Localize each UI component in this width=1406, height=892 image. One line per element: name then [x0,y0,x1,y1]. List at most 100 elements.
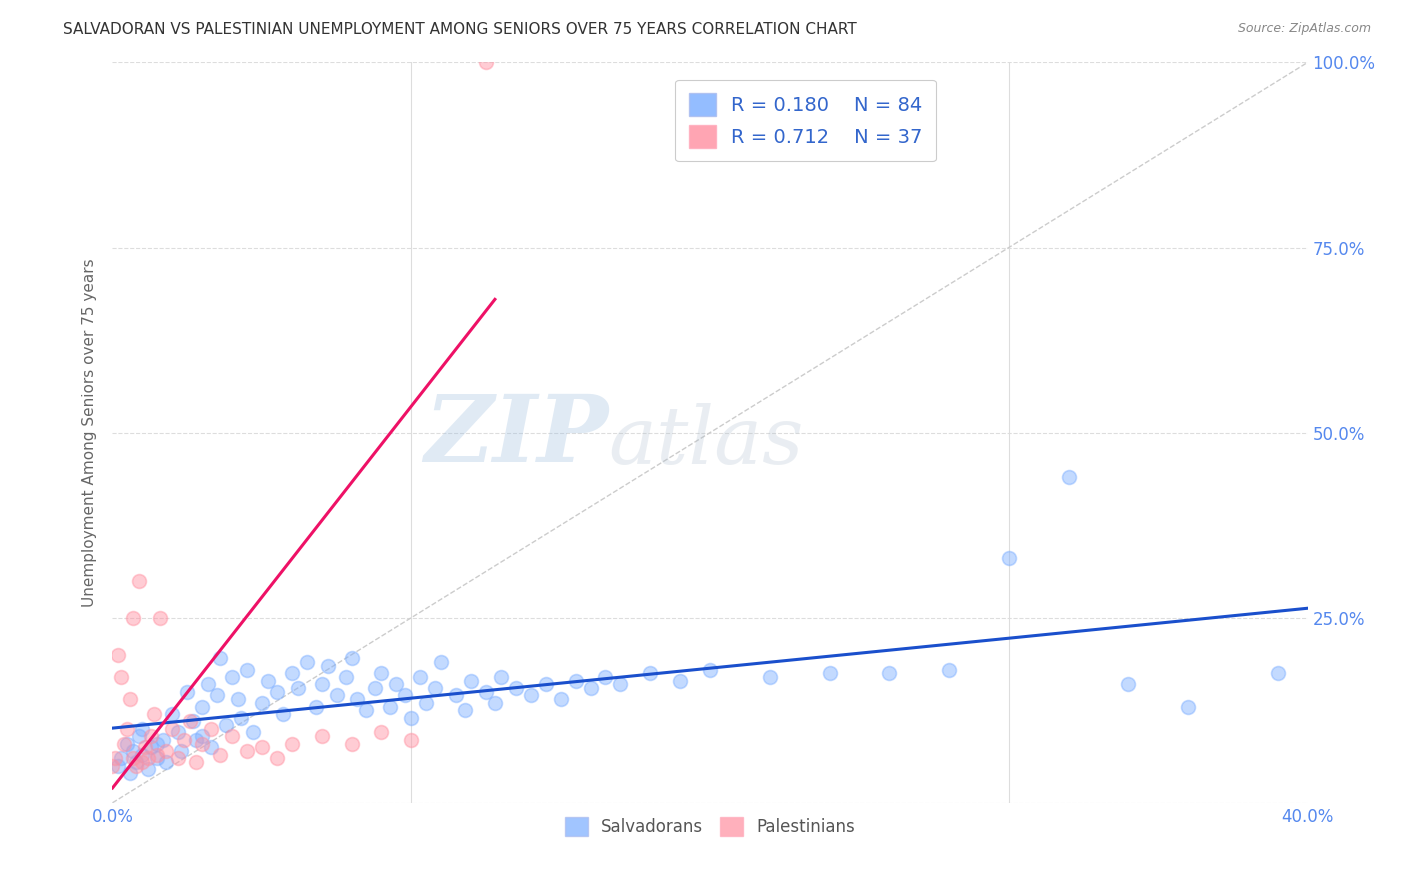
Point [475,55,498,70]
Point [325,689,347,703]
Point [146,751,169,765]
Point [370,725,392,739]
Point [640,666,662,681]
Point [134,740,156,755]
Point [998,551,1021,566]
Point [938,663,960,677]
Point [117,737,139,751]
Point [131,747,153,762]
Point [242,725,264,739]
Point [197,677,219,691]
Point [250,696,273,710]
Point [401,711,423,725]
Y-axis label: Unemployment Among Seniors over 75 years: Unemployment Among Seniors over 75 years [82,259,97,607]
Point [475,685,498,699]
Point [236,744,259,758]
Point [170,744,193,758]
Point [401,732,423,747]
Point [287,681,309,695]
Point [138,763,160,777]
Point [266,685,288,699]
Point [107,758,129,772]
Point [143,706,166,721]
Point [104,751,127,765]
Point [162,706,183,721]
Point [595,670,617,684]
Point [128,574,150,588]
Point [191,737,214,751]
Point [460,673,482,688]
Point [221,670,243,684]
Point [179,714,201,729]
Point [186,755,208,769]
Point [110,670,132,684]
Point [200,740,222,755]
Point [155,744,177,758]
Point [155,755,177,769]
Point [385,677,408,691]
Point [409,670,432,684]
Point [149,610,172,624]
Point [191,699,214,714]
Point [167,725,190,739]
Point [295,655,318,669]
Point [430,655,453,669]
Point [1118,677,1140,691]
Point [107,648,129,662]
Point [236,663,259,677]
Point [281,737,304,751]
Point [122,744,145,758]
Legend: Salvadorans, Palestinians: Salvadorans, Palestinians [558,810,862,843]
Point [122,751,145,765]
Point [205,689,228,703]
Point [125,758,148,772]
Point [229,711,252,725]
Point [699,663,721,677]
Point [335,670,357,684]
Point [266,751,288,765]
Point [250,740,273,755]
Point [305,699,328,714]
Point [579,681,602,695]
Point [167,751,190,765]
Point [534,677,557,691]
Point [117,722,139,736]
Point [181,714,204,729]
Point [1057,470,1080,484]
Point [484,696,506,710]
Point [879,666,901,681]
Point [141,740,163,755]
Point [209,747,232,762]
Text: Source: ZipAtlas.com: Source: ZipAtlas.com [1237,22,1371,36]
Point [340,651,363,665]
Point [505,681,527,695]
Text: SALVADORAN VS PALESTINIAN UNEMPLOYMENT AMONG SENIORS OVER 75 YEARS CORRELATION C: SALVADORAN VS PALESTINIAN UNEMPLOYMENT A… [63,22,858,37]
Point [122,610,145,624]
Point [609,677,631,691]
Point [669,673,692,688]
Point [146,737,169,751]
Point [759,670,782,684]
Point [271,706,294,721]
Point [128,729,150,743]
Point [114,737,135,751]
Point [200,722,222,736]
Point [370,666,392,681]
Point [380,699,402,714]
Point [454,703,477,717]
Point [564,673,586,688]
Point [110,751,132,765]
Point [146,747,169,762]
Point [138,751,160,765]
Point [550,692,572,706]
Point [818,666,841,681]
Point [186,732,208,747]
Point [152,732,174,747]
Point [191,729,214,743]
Point [1267,666,1289,681]
Point [131,755,153,769]
Point [444,689,467,703]
Point [162,722,183,736]
Point [221,729,243,743]
Point [176,685,198,699]
